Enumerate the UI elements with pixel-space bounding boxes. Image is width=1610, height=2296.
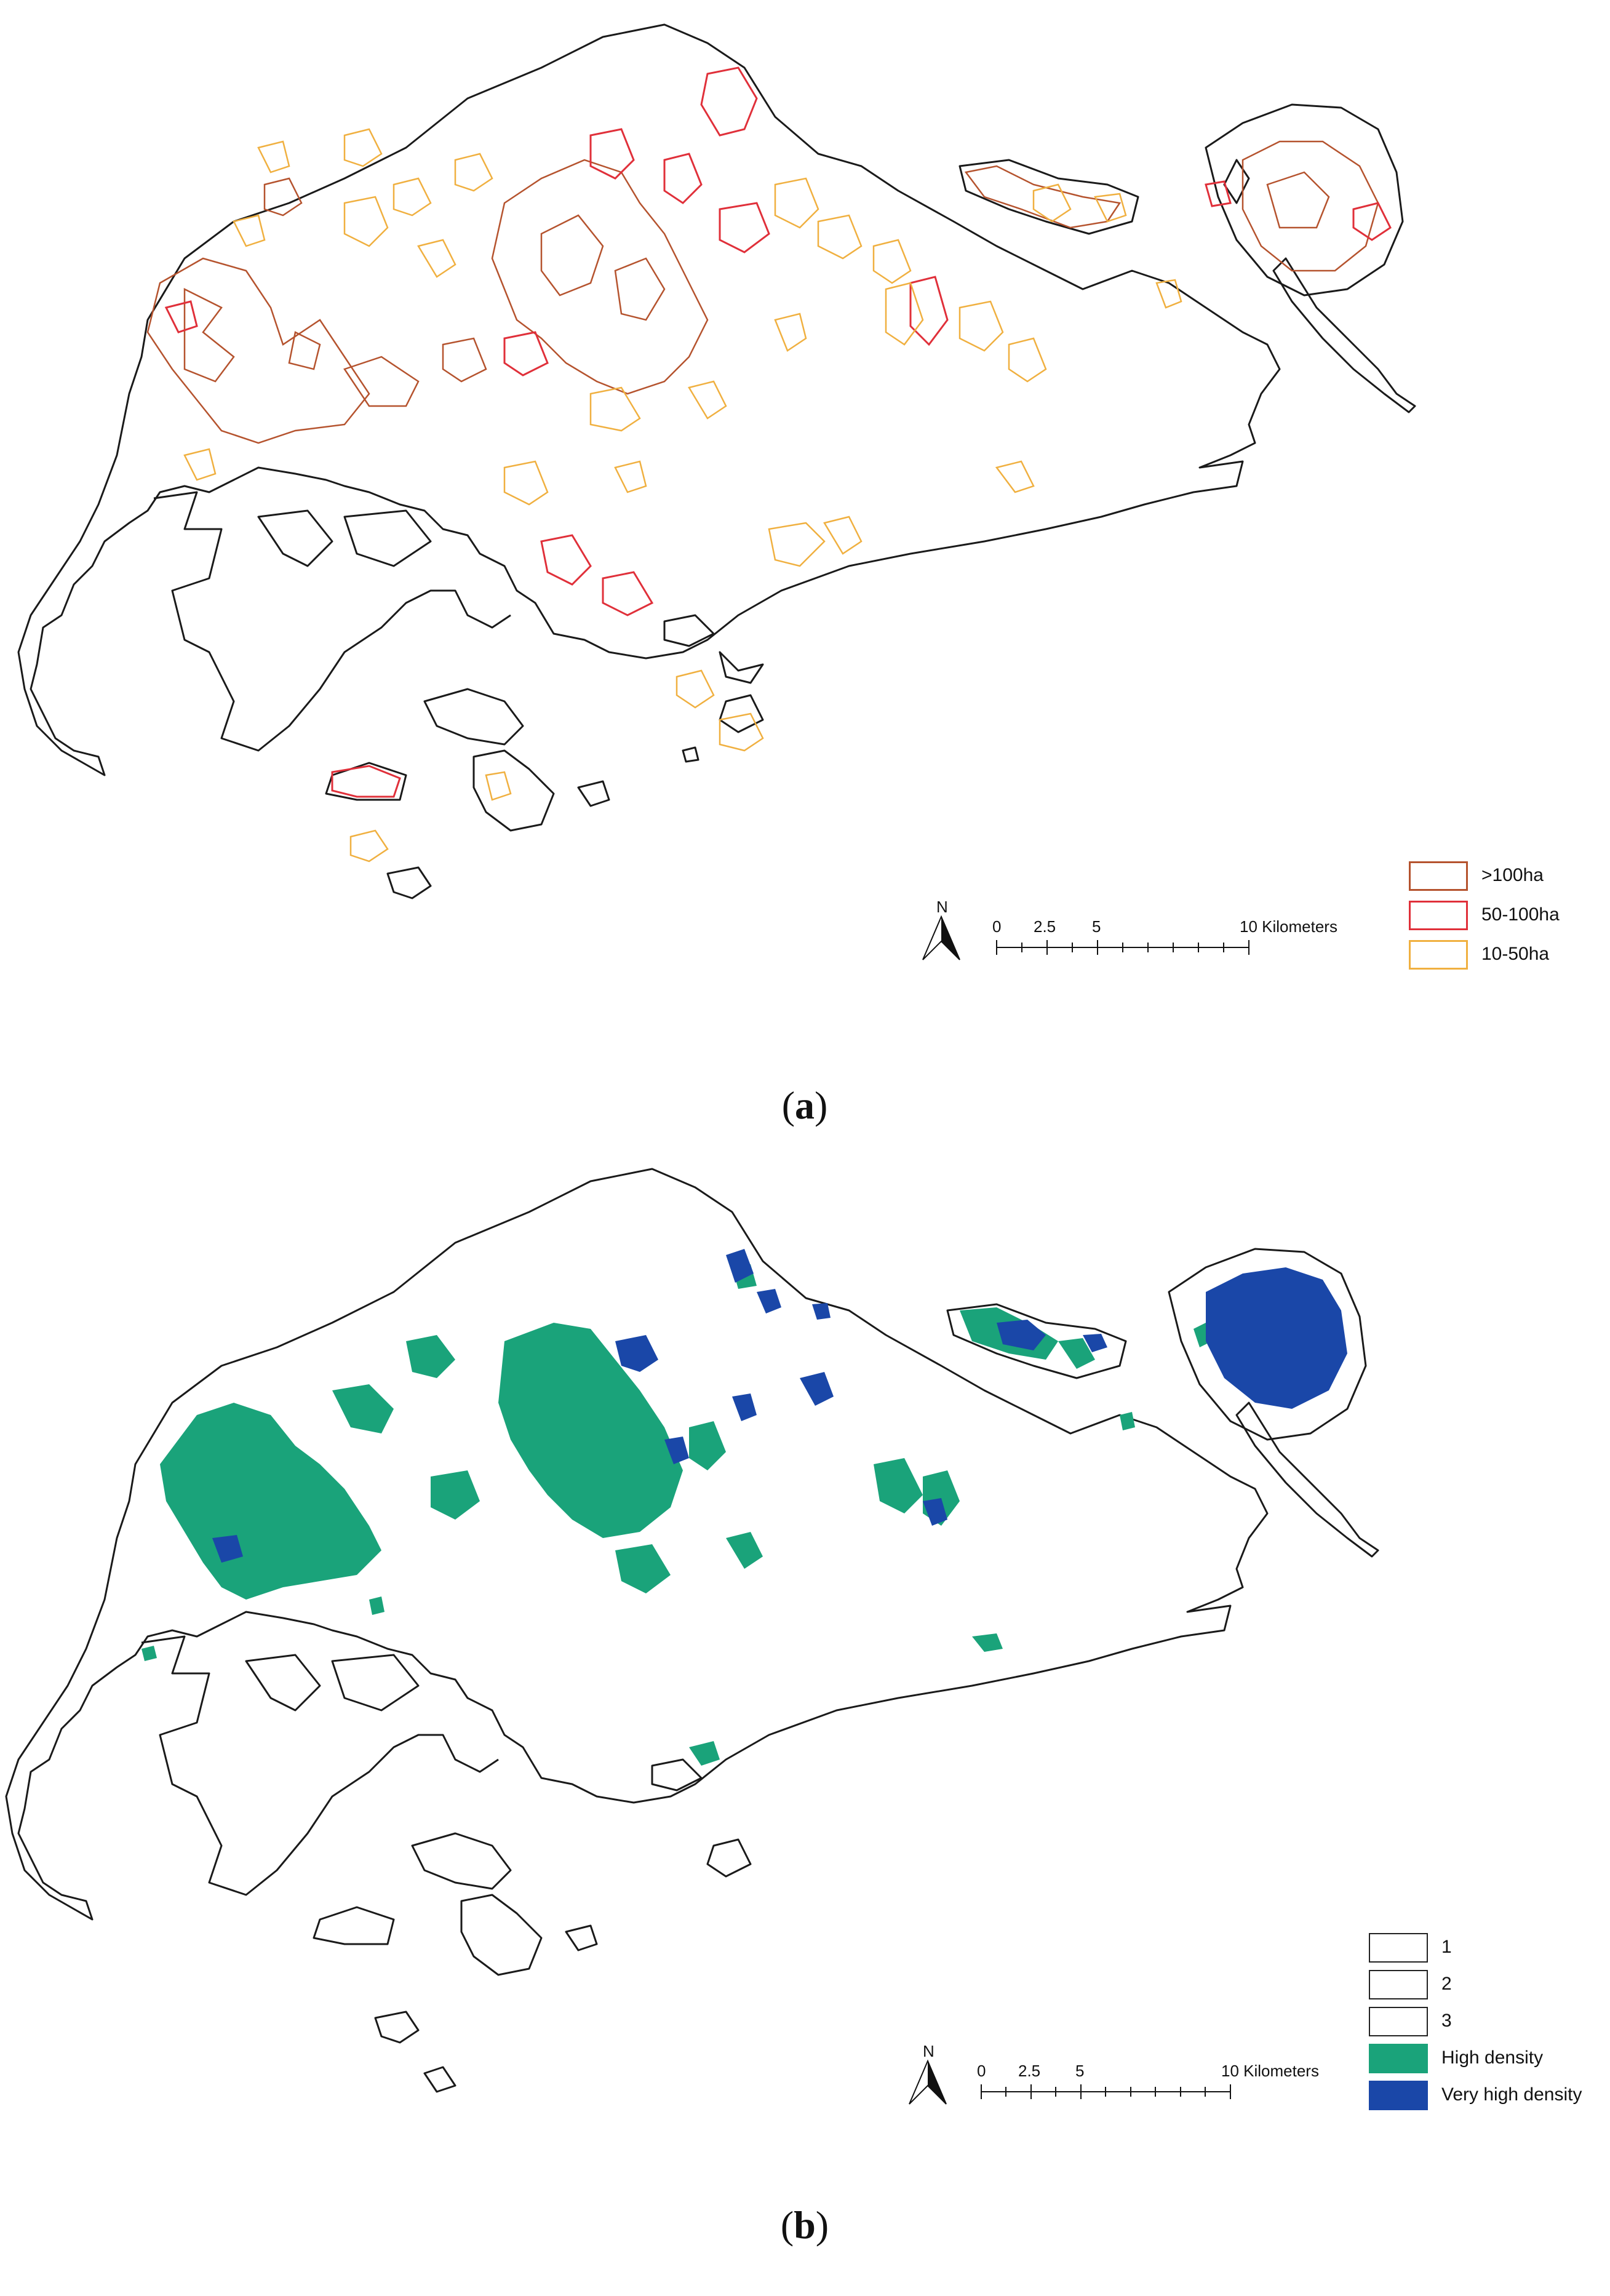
caption-b-close: ): [815, 2203, 829, 2247]
scale-tick-5-a: 5: [1092, 917, 1101, 936]
legend-label-high-density: High density: [1441, 2047, 1544, 2068]
legend-label-2: 2: [1441, 1974, 1452, 1994]
north-label-a: N: [936, 898, 948, 916]
north-arrow-a: N: [922, 898, 960, 960]
caption-b-letter: b: [794, 2203, 816, 2247]
scale-bar-a: [996, 940, 1249, 955]
north-arrow-b: N: [909, 2042, 947, 2105]
legend-swatch-3: [1369, 2007, 1428, 2036]
scale-tick-0-a: 0: [992, 917, 1001, 936]
caption-b-open: (: [780, 2203, 794, 2247]
scale-bar-b: [981, 2084, 1231, 2099]
legend-label-10-50ha: 10-50ha: [1481, 944, 1550, 964]
legend-label-3: 3: [1441, 2011, 1452, 2031]
map-a-svg: N 0 2.5 5 10 Kilometers: [17, 23, 1416, 960]
scale-tick-5-b: 5: [1075, 2062, 1084, 2080]
legend-swatch-50-100ha: [1409, 901, 1468, 930]
legend-swatch-gt100ha: [1409, 861, 1468, 891]
island-outline-a: [17, 23, 1416, 899]
scale-tick-2-5-a: 2.5: [1034, 917, 1056, 936]
patches-50-100ha: [164, 66, 1392, 798]
scale-tick-0-b: 0: [977, 2062, 986, 2080]
caption-a-close: ): [815, 1083, 828, 1127]
map-b-svg: N 0 2.5 5 10 Kilometers: [5, 1168, 1379, 2105]
caption-a: (a): [712, 1083, 897, 1128]
legend-swatch-very-high-density: [1369, 2081, 1428, 2110]
legend-label-50-100ha: 50-100ha: [1481, 904, 1560, 925]
legend-label-1: 1: [1441, 1937, 1452, 1957]
scale-tick-10-b: 10 Kilometers: [1221, 2062, 1319, 2080]
legend-swatch-1: [1369, 1933, 1428, 1963]
caption-a-open: (: [781, 1083, 795, 1127]
high-density-areas: [141, 1264, 1212, 1766]
scale-tick-2-5-b: 2.5: [1018, 2062, 1040, 2080]
caption-b: (b): [712, 2202, 897, 2248]
legend-label-very-high-density: Very high density: [1441, 2084, 1582, 2105]
caption-a-letter: a: [795, 1083, 815, 1127]
legend-label-gt100ha: >100ha: [1481, 865, 1544, 885]
scale-tick-10-a: 10 Kilometers: [1240, 917, 1337, 936]
patches-gt100ha: [146, 140, 1379, 444]
legend-swatch-high-density: [1369, 2044, 1428, 2073]
map-panel-a: N 0 2.5 5 10 Kilometers >100ha 5: [17, 23, 1560, 1128]
legend-swatch-2: [1369, 1970, 1428, 1999]
island-outline-b: [5, 1168, 1379, 2093]
legend-swatch-10-50ha: [1409, 940, 1468, 970]
map-panel-b: N 0 2.5 5 10 Kilometers 1 2: [0, 1157, 1610, 2296]
north-label-b: N: [923, 2042, 935, 2060]
very-high-density-areas: [212, 1249, 1347, 1563]
patches-10-50ha: [183, 128, 1182, 863]
